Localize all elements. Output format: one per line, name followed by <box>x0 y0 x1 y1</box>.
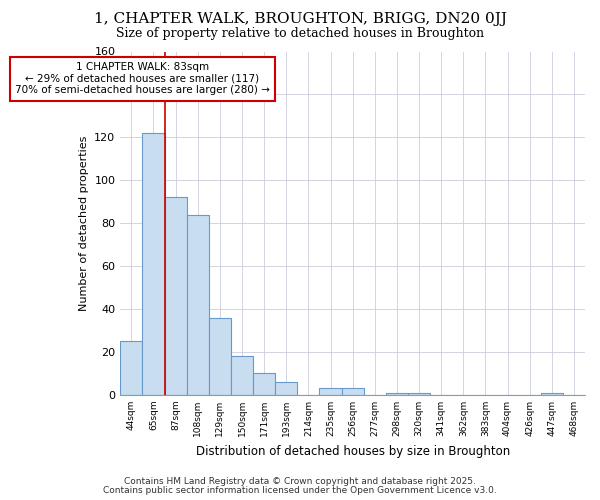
Text: Contains public sector information licensed under the Open Government Licence v3: Contains public sector information licen… <box>103 486 497 495</box>
Text: Contains HM Land Registry data © Crown copyright and database right 2025.: Contains HM Land Registry data © Crown c… <box>124 477 476 486</box>
Y-axis label: Number of detached properties: Number of detached properties <box>79 136 89 311</box>
Bar <box>386 393 408 395</box>
Text: 1, CHAPTER WALK, BROUGHTON, BRIGG, DN20 0JJ: 1, CHAPTER WALK, BROUGHTON, BRIGG, DN20 … <box>94 12 506 26</box>
Bar <box>541 393 563 395</box>
Bar <box>164 198 187 395</box>
Bar <box>408 393 430 395</box>
Bar <box>142 133 164 395</box>
Text: Size of property relative to detached houses in Broughton: Size of property relative to detached ho… <box>116 28 484 40</box>
Bar <box>253 374 275 395</box>
X-axis label: Distribution of detached houses by size in Broughton: Distribution of detached houses by size … <box>196 444 510 458</box>
Bar <box>275 382 298 395</box>
Bar <box>187 214 209 395</box>
Bar <box>120 342 142 395</box>
Bar <box>341 388 364 395</box>
Bar <box>231 356 253 395</box>
Bar <box>319 388 341 395</box>
Bar <box>209 318 231 395</box>
Text: 1 CHAPTER WALK: 83sqm
← 29% of detached houses are smaller (117)
70% of semi-det: 1 CHAPTER WALK: 83sqm ← 29% of detached … <box>15 62 270 96</box>
